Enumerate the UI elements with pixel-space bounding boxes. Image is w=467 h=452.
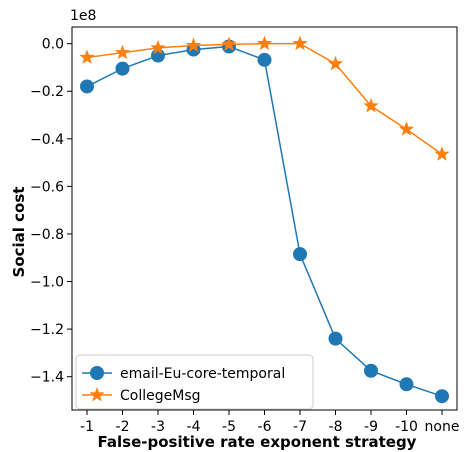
x-tick-label: -1 [80, 419, 94, 435]
y-tick-label: −0.6 [30, 179, 64, 195]
x-tick-label: -6 [258, 419, 272, 435]
y-tick-label: −1.0 [30, 275, 64, 291]
legend: email-Eu-core-temporal CollegeMsg [75, 354, 314, 410]
x-tick-label: none [425, 419, 460, 435]
x-axis-ticks: -1 -2 -3 -4 -5 -6 -7 -8 -9 -10 none [80, 410, 459, 435]
x-tick-label: -10 [395, 419, 418, 435]
legend-label: CollegeMsg [120, 388, 201, 404]
plot-area [71, 26, 458, 411]
data-point [114, 44, 131, 60]
data-point [363, 97, 379, 113]
y-tick-label: −1.4 [30, 370, 64, 386]
series-2 [79, 35, 450, 161]
data-point [256, 35, 273, 51]
data-point [398, 121, 415, 136]
data-point [292, 35, 308, 51]
x-tick-label: -2 [116, 419, 130, 435]
x-tick-label: -9 [364, 419, 378, 435]
y-axis-offset-text: 1e8 [70, 8, 96, 24]
data-point [257, 52, 272, 67]
x-tick-label: -8 [329, 419, 343, 435]
legend-entry: email-Eu-core-temporal [82, 366, 285, 382]
y-tick-label: −1.2 [30, 322, 64, 338]
series-1 [80, 39, 449, 404]
x-tick-label: -3 [151, 419, 165, 435]
legend-marker [89, 387, 105, 402]
x-tick-label: -4 [187, 419, 201, 435]
data-point [399, 377, 414, 392]
series-line [86, 45, 443, 397]
x-axis-title: False-positive rate exponent strategy [98, 433, 417, 451]
data-point [293, 247, 307, 262]
series-layer [79, 35, 450, 404]
data-point [115, 61, 130, 76]
data-point [221, 36, 237, 51]
data-point [150, 39, 166, 55]
legend-entry: CollegeMsg [82, 387, 201, 404]
legend-label: email-Eu-core-temporal [120, 366, 285, 382]
legend-marker [90, 366, 104, 380]
data-point [328, 331, 343, 346]
y-tick-label: 0.0 [42, 37, 64, 53]
data-point [79, 49, 95, 64]
legend-box [75, 354, 314, 410]
data-point [80, 79, 94, 94]
y-axis-ticks: 0.0 −0.2 −0.4 −0.6 −0.8 −1.0 −1.2 −1.4 [30, 37, 72, 386]
y-axis-title: Social cost [10, 187, 28, 278]
x-tick-label: -7 [293, 419, 307, 435]
y-tick-label: −0.8 [30, 227, 64, 243]
data-point [364, 363, 378, 378]
plot-frame [71, 26, 458, 411]
y-tick-label: −0.4 [30, 132, 64, 148]
data-point [185, 37, 202, 53]
data-point [434, 146, 450, 161]
y-tick-label: −0.2 [30, 84, 64, 100]
x-tick-label: -5 [222, 419, 236, 435]
data-point [327, 55, 344, 71]
data-point [435, 389, 449, 404]
